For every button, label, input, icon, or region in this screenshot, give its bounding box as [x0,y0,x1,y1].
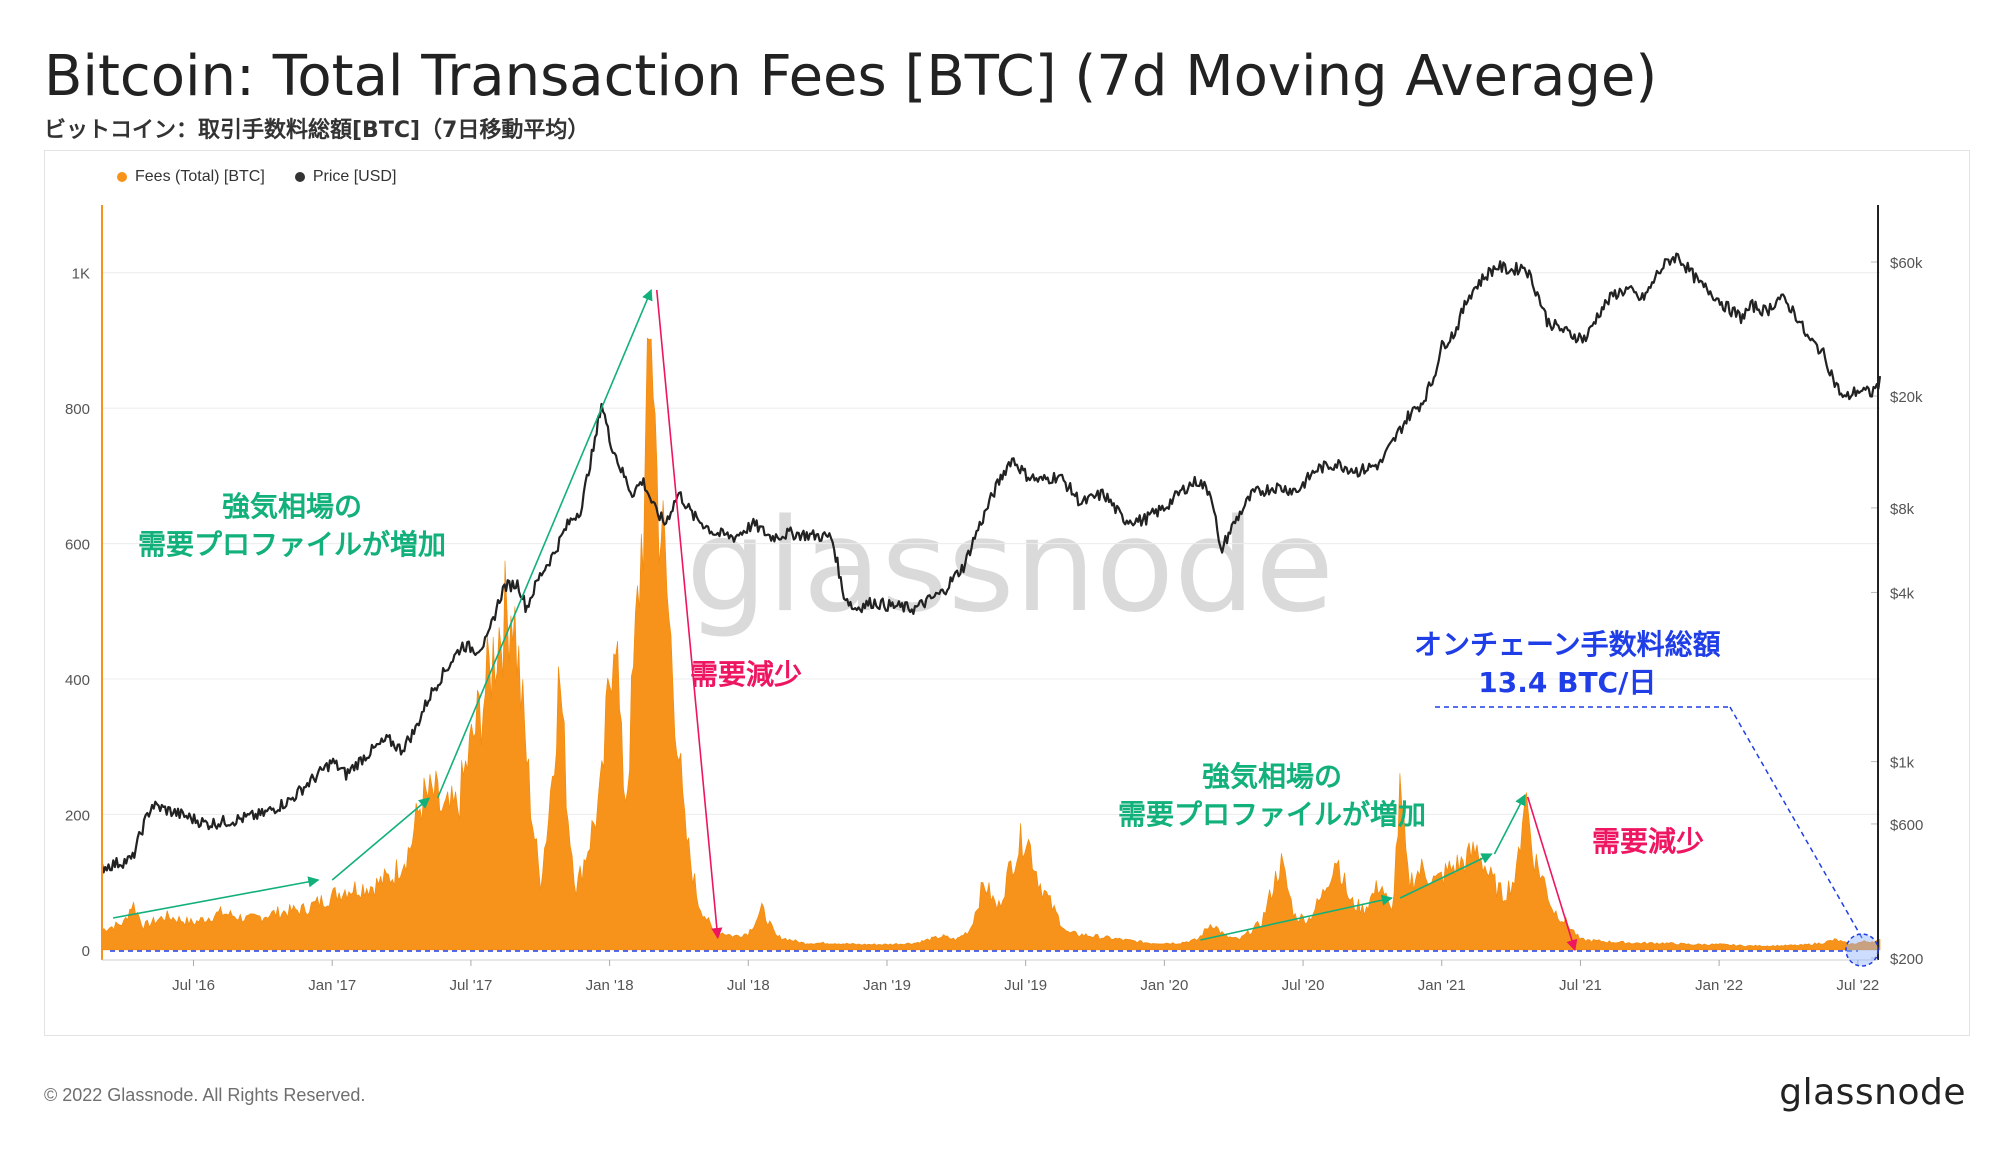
right-axis-tick-label: $1k [1890,755,1915,772]
left-axis-tick-label: 1K [72,266,90,283]
x-axis-tick-label: Jan '19 [863,977,911,994]
right-axis-tick-label: $20k [1890,389,1923,406]
annotation-bull-2: 強気相場の 需要プロファイルが増加 [1118,758,1426,834]
left-axis-tick-label: 600 [65,537,90,554]
right-axis-tick-label: $600 [1890,817,1923,834]
right-axis-tick-label: $8k [1890,501,1915,518]
annotation-arrow-4 [1200,894,1393,941]
x-axis-tick-label: Jan '22 [1695,977,1743,994]
glassnode-logo[interactable]: glassnode [1779,1072,1966,1113]
right-axis-tick-label: $200 [1890,951,1923,968]
copyright-text: © 2022 Glassnode. All Rights Reserved. [44,1085,366,1105]
annotation-info-line2: 13.4 BTC/日 [1478,666,1657,699]
x-axis-tick-label: Jul '21 [1559,977,1602,994]
left-axis-tick-label: 800 [65,401,90,418]
x-axis-tick-label: Jan '21 [1418,977,1466,994]
legend-dot-price [294,172,305,182]
annotation-arrow-6 [1493,794,1526,855]
annotation-arrow-1 [331,797,431,881]
legend-label-fees: Fees (Total) [BTC] [135,168,265,185]
left-axis-tick-label: 400 [65,672,90,689]
annotation-bull-2-line2: 需要プロファイルが増加 [1118,798,1427,831]
chart-legend: Fees (Total) [BTC] Price [USD] [117,168,396,186]
annotation-bear-2: 需要減少 [1592,825,1705,858]
annotation-bear-1: 需要減少 [690,658,803,691]
info-dashed-leader [1729,706,1863,939]
legend-item-price[interactable]: Price [USD] [294,168,397,186]
legend-item-fees[interactable]: Fees (Total) [BTC] [117,168,265,186]
chart-panel [44,150,1970,1036]
x-axis-tick-label: Jan '17 [308,977,356,994]
right-axis-tick-label: $4k [1890,585,1915,602]
legend-label-price: Price [USD] [312,168,397,185]
x-axis-tick-label: Jul '17 [449,977,492,994]
annotation-bull-1-line1: 強気相場の [222,490,363,523]
x-axis-tick-label: Jan '18 [586,977,634,994]
annotation-arrow-2 [436,288,653,799]
annotation-bull-1-line2: 需要プロファイルが増加 [138,528,447,561]
x-axis-tick-label: Jul '20 [1282,977,1325,994]
page-subtitle: ビットコイン：取引手数料総額[BTC]（7日移動平均） [44,118,590,143]
fees-area [101,337,1881,951]
annotation-arrow-7 [1526,796,1578,952]
legend-dot-fees [117,172,127,182]
annotation-arrow-0 [112,876,320,919]
annotation-bull-1: 強気相場の 需要プロファイルが増加 [138,488,446,564]
x-axis-tick-label: Jul '16 [172,977,215,994]
watermark-text: glassnode [686,492,1334,641]
annotation-arrow-5 [1399,853,1493,899]
x-axis-tick-label: Jul '22 [1836,977,1879,994]
x-axis-tick-label: Jan '20 [1140,977,1188,994]
annotation-info: オンチェーン手数料総額 13.4 BTC/日 [1414,626,1721,702]
annotation-arrow-3 [655,289,723,940]
current-value-highlight [1845,933,1879,967]
annotation-info-line1: オンチェーン手数料総額 [1414,628,1721,661]
left-axis-tick-label: 0 [82,943,90,960]
right-axis-tick-label: $60k [1890,255,1923,272]
left-axis-tick-label: 200 [65,807,90,824]
page-title: Bitcoin: Total Transaction Fees [BTC] (7… [44,44,1658,109]
price-line [100,252,1882,874]
x-axis-tick-label: Jul '19 [1004,977,1047,994]
x-axis-tick-label: Jul '18 [727,977,770,994]
annotation-bull-2-line1: 強気相場の [1202,760,1343,793]
